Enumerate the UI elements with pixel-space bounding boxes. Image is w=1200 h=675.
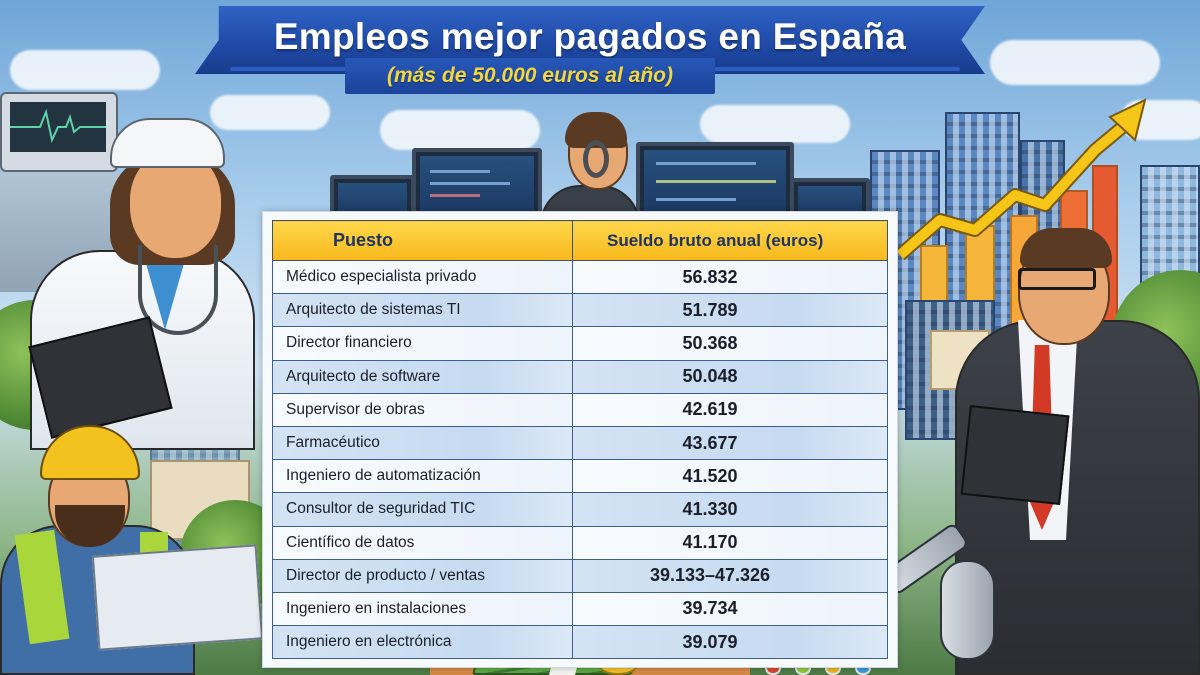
rising-arrow-icon: [895, 98, 1147, 261]
job-title: Arquitecto de software: [272, 359, 573, 394]
table-row: Arquitecto de sistemas TI 51.789: [272, 293, 888, 328]
blueprint-icon: [91, 544, 264, 651]
page-title: Empleos mejor pagados en España: [273, 16, 907, 57]
job-title: Supervisor de obras: [272, 392, 573, 427]
table-row: Consultor de seguridad TIC 41.330: [272, 492, 888, 527]
salary-value: 41.170: [572, 525, 888, 560]
table-row: Ingeniero en electrónica 39.079: [272, 625, 888, 660]
computer-monitor: [636, 142, 794, 222]
table-row: Director financiero 50.368: [272, 326, 888, 361]
job-title: Farmacéutico: [272, 425, 573, 461]
salary-value: 50.368: [572, 326, 888, 361]
headphones-icon: [583, 140, 609, 178]
banner-ribbon-line: [230, 67, 350, 71]
salary-value: 41.520: [572, 459, 888, 494]
robot-arm-joint: [940, 560, 995, 660]
table-header-row: Puesto Sueldo bruto anual (euros): [272, 220, 888, 261]
cloud: [990, 40, 1160, 85]
salary-value: 43.677: [572, 425, 888, 461]
table-row: Farmacéutico 43.677: [272, 425, 888, 461]
salary-value: 56.832: [572, 259, 888, 295]
cloud: [380, 110, 540, 150]
table-row: Ingeniero en instalaciones 39.734: [272, 591, 888, 627]
column-header-job: Puesto: [272, 220, 573, 261]
stethoscope-icon: [138, 245, 218, 335]
job-title: Ingeniero de automatización: [272, 459, 573, 494]
salary-value: 39.734: [572, 591, 888, 627]
salary-value: 39.079: [572, 625, 888, 660]
glasses-icon: [1018, 268, 1096, 290]
clipboard-icon: [960, 405, 1070, 505]
banner-ribbon-line: [710, 67, 960, 71]
table-row: Arquitecto de software 50.048: [272, 359, 888, 394]
cloud: [10, 50, 160, 90]
salary-value: 39.133–47.326: [572, 558, 888, 593]
table-row: Científico de datos 41.170: [272, 525, 888, 560]
salary-table-card: Puesto Sueldo bruto anual (euros) Médico…: [262, 211, 898, 668]
salary-value: 51.789: [572, 293, 888, 328]
page-subtitle: (más de 50.000 euros al año): [387, 64, 673, 87]
job-title: Médico especialista privado: [272, 259, 573, 295]
cloud: [700, 105, 850, 143]
heart-monitor-icon: [0, 92, 118, 172]
job-title: Consultor de seguridad TIC: [272, 492, 573, 527]
column-header-salary: Sueldo bruto anual (euros): [572, 220, 888, 261]
table-row: Médico especialista privado 56.832: [272, 259, 888, 295]
computer-monitor: [412, 148, 542, 223]
salary-value: 50.048: [572, 359, 888, 394]
job-title: Arquitecto de sistemas TI: [272, 293, 573, 328]
job-title: Director financiero: [272, 326, 573, 361]
salary-table: Puesto Sueldo bruto anual (euros) Médico…: [272, 220, 888, 660]
table-row: Director de producto / ventas 39.133–47.3…: [272, 558, 888, 593]
table-row: Ingeniero de automatización 41.520: [272, 459, 888, 494]
subtitle-banner: (más de 50.000 euros al año): [345, 58, 715, 94]
job-title: Director de producto / ventas: [272, 558, 573, 593]
table-row: Supervisor de obras 42.619: [272, 392, 888, 427]
job-title: Ingeniero en instalaciones: [272, 591, 573, 627]
cloud: [210, 95, 330, 130]
salary-value: 41.330: [572, 492, 888, 527]
doctor-cap: [110, 118, 225, 168]
salary-value: 42.619: [572, 392, 888, 427]
job-title: Científico de datos: [272, 525, 573, 560]
job-title: Ingeniero en electrónica: [272, 625, 573, 660]
